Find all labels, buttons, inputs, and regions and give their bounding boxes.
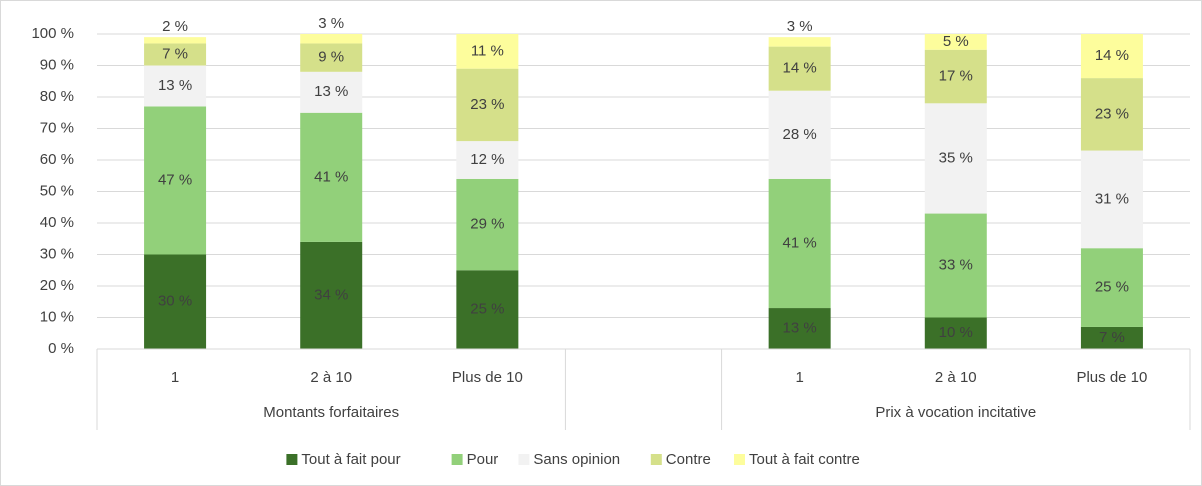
legend-swatch bbox=[734, 454, 745, 465]
bar-segment bbox=[768, 90, 831, 179]
bar-segment bbox=[300, 43, 363, 72]
y-tick-label: 70 % bbox=[40, 119, 74, 136]
y-tick-label: 80 % bbox=[40, 88, 74, 105]
bar-segment bbox=[1080, 150, 1143, 249]
data-label: 35 % bbox=[939, 149, 973, 166]
y-tick-label: 100 % bbox=[31, 25, 74, 42]
bar-segment bbox=[456, 178, 519, 271]
data-label: 29 % bbox=[470, 216, 504, 233]
data-label: 3 % bbox=[787, 18, 813, 35]
data-label: 41 % bbox=[783, 234, 817, 251]
bar-segment bbox=[300, 241, 363, 349]
bar-segment bbox=[768, 308, 831, 349]
bar-segment bbox=[456, 68, 519, 142]
bar-segment bbox=[924, 34, 987, 50]
bar-segment bbox=[1080, 326, 1143, 349]
x-tick-label: Plus de 10 bbox=[1076, 369, 1147, 386]
bar-segment bbox=[144, 254, 207, 349]
data-label: 47 % bbox=[158, 171, 192, 188]
bar-segment bbox=[924, 103, 987, 214]
data-label: 7 % bbox=[162, 45, 188, 62]
y-tick-label: 0 % bbox=[48, 340, 74, 357]
legend-swatch bbox=[451, 454, 463, 465]
bar-segment bbox=[1080, 78, 1143, 151]
bar-segment bbox=[300, 34, 363, 44]
bar-segment bbox=[456, 34, 519, 69]
x-tick-label: Plus de 10 bbox=[452, 369, 523, 386]
legend-label: Sans opinion bbox=[533, 451, 620, 468]
data-label: 7 % bbox=[1099, 329, 1125, 346]
y-tick-label: 90 % bbox=[40, 56, 74, 73]
bar-segment bbox=[1080, 248, 1143, 327]
y-tick-label: 20 % bbox=[40, 277, 74, 294]
legend-swatch bbox=[286, 454, 298, 465]
group-label: Montants forfaitaires bbox=[263, 404, 399, 421]
bar-segment bbox=[1080, 34, 1143, 79]
legend-label: Pour bbox=[467, 451, 499, 468]
data-label: 13 % bbox=[314, 83, 348, 100]
data-label: 14 % bbox=[783, 60, 817, 77]
data-label: 10 % bbox=[939, 324, 973, 341]
bar-segment bbox=[924, 317, 987, 349]
bar-segment bbox=[144, 65, 207, 107]
data-label: 13 % bbox=[158, 77, 192, 94]
data-label: 25 % bbox=[470, 301, 504, 318]
group-label: Prix à vocation incitative bbox=[875, 404, 1036, 421]
y-tick-label: 40 % bbox=[40, 214, 74, 231]
bar-segment bbox=[924, 49, 987, 104]
y-tick-label: 50 % bbox=[40, 182, 74, 199]
legend-label: Tout à fait contre bbox=[749, 451, 860, 468]
bar-segment bbox=[768, 178, 831, 309]
data-label: 41 % bbox=[314, 168, 348, 185]
data-label: 23 % bbox=[1095, 105, 1129, 122]
y-tick-label: 30 % bbox=[40, 245, 74, 262]
data-label: 34 % bbox=[314, 286, 348, 303]
bar-segment bbox=[300, 71, 363, 113]
x-tick-label: 2 à 10 bbox=[310, 369, 352, 386]
data-label: 23 % bbox=[470, 96, 504, 113]
data-label: 12 % bbox=[470, 151, 504, 168]
data-label: 33 % bbox=[939, 256, 973, 273]
legend-label: Tout à fait pour bbox=[301, 451, 400, 468]
data-label: 17 % bbox=[939, 67, 973, 84]
bar-segment bbox=[144, 106, 207, 255]
bar-segment bbox=[456, 141, 519, 179]
legend-swatch bbox=[650, 454, 662, 465]
data-label: 9 % bbox=[318, 49, 344, 66]
data-label: 25 % bbox=[1095, 279, 1129, 296]
legend-swatch bbox=[518, 454, 530, 465]
data-label: 13 % bbox=[783, 319, 817, 336]
bar-segment bbox=[768, 37, 831, 47]
bar-segment bbox=[924, 213, 987, 318]
bar-segment bbox=[456, 270, 519, 349]
bar-segment bbox=[768, 46, 831, 91]
data-label: 14 % bbox=[1095, 47, 1129, 64]
bar-segment bbox=[300, 112, 363, 242]
data-label: 30 % bbox=[158, 293, 192, 310]
bar-segment bbox=[144, 43, 207, 66]
y-tick-label: 60 % bbox=[40, 151, 74, 168]
data-label: 28 % bbox=[783, 126, 817, 143]
data-label: 11 % bbox=[471, 42, 504, 59]
bar-segment bbox=[144, 37, 207, 44]
data-label: 5 % bbox=[943, 33, 969, 50]
y-tick-label: 10 % bbox=[40, 308, 74, 325]
x-tick-label: 1 bbox=[171, 369, 179, 386]
x-tick-label: 2 à 10 bbox=[935, 369, 977, 386]
legend-label: Contre bbox=[666, 451, 711, 468]
data-label: 3 % bbox=[318, 15, 344, 32]
x-tick-label: 1 bbox=[795, 369, 803, 386]
data-label: 2 % bbox=[162, 18, 188, 35]
data-label: 31 % bbox=[1095, 190, 1129, 207]
